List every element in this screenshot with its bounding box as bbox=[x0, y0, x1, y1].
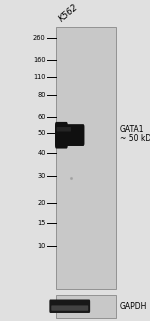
Text: GATA1: GATA1 bbox=[120, 125, 144, 134]
FancyBboxPatch shape bbox=[51, 306, 88, 311]
Text: 260: 260 bbox=[33, 35, 46, 41]
Text: K562: K562 bbox=[57, 2, 80, 23]
FancyBboxPatch shape bbox=[56, 295, 116, 318]
FancyBboxPatch shape bbox=[55, 122, 68, 149]
Text: 20: 20 bbox=[37, 200, 46, 205]
Text: 80: 80 bbox=[37, 92, 46, 98]
Text: 40: 40 bbox=[37, 150, 46, 156]
FancyBboxPatch shape bbox=[55, 124, 84, 146]
FancyBboxPatch shape bbox=[57, 127, 71, 132]
Text: GAPDH: GAPDH bbox=[120, 302, 147, 311]
FancyBboxPatch shape bbox=[49, 299, 90, 313]
Text: 110: 110 bbox=[33, 74, 46, 80]
Text: 10: 10 bbox=[37, 243, 46, 249]
Text: ~ 50 kDa: ~ 50 kDa bbox=[120, 134, 150, 143]
Text: 160: 160 bbox=[33, 57, 46, 63]
Text: 30: 30 bbox=[37, 173, 46, 179]
Text: 60: 60 bbox=[37, 114, 46, 120]
Text: 15: 15 bbox=[37, 221, 46, 227]
FancyBboxPatch shape bbox=[56, 27, 116, 289]
Text: 50: 50 bbox=[37, 130, 46, 136]
